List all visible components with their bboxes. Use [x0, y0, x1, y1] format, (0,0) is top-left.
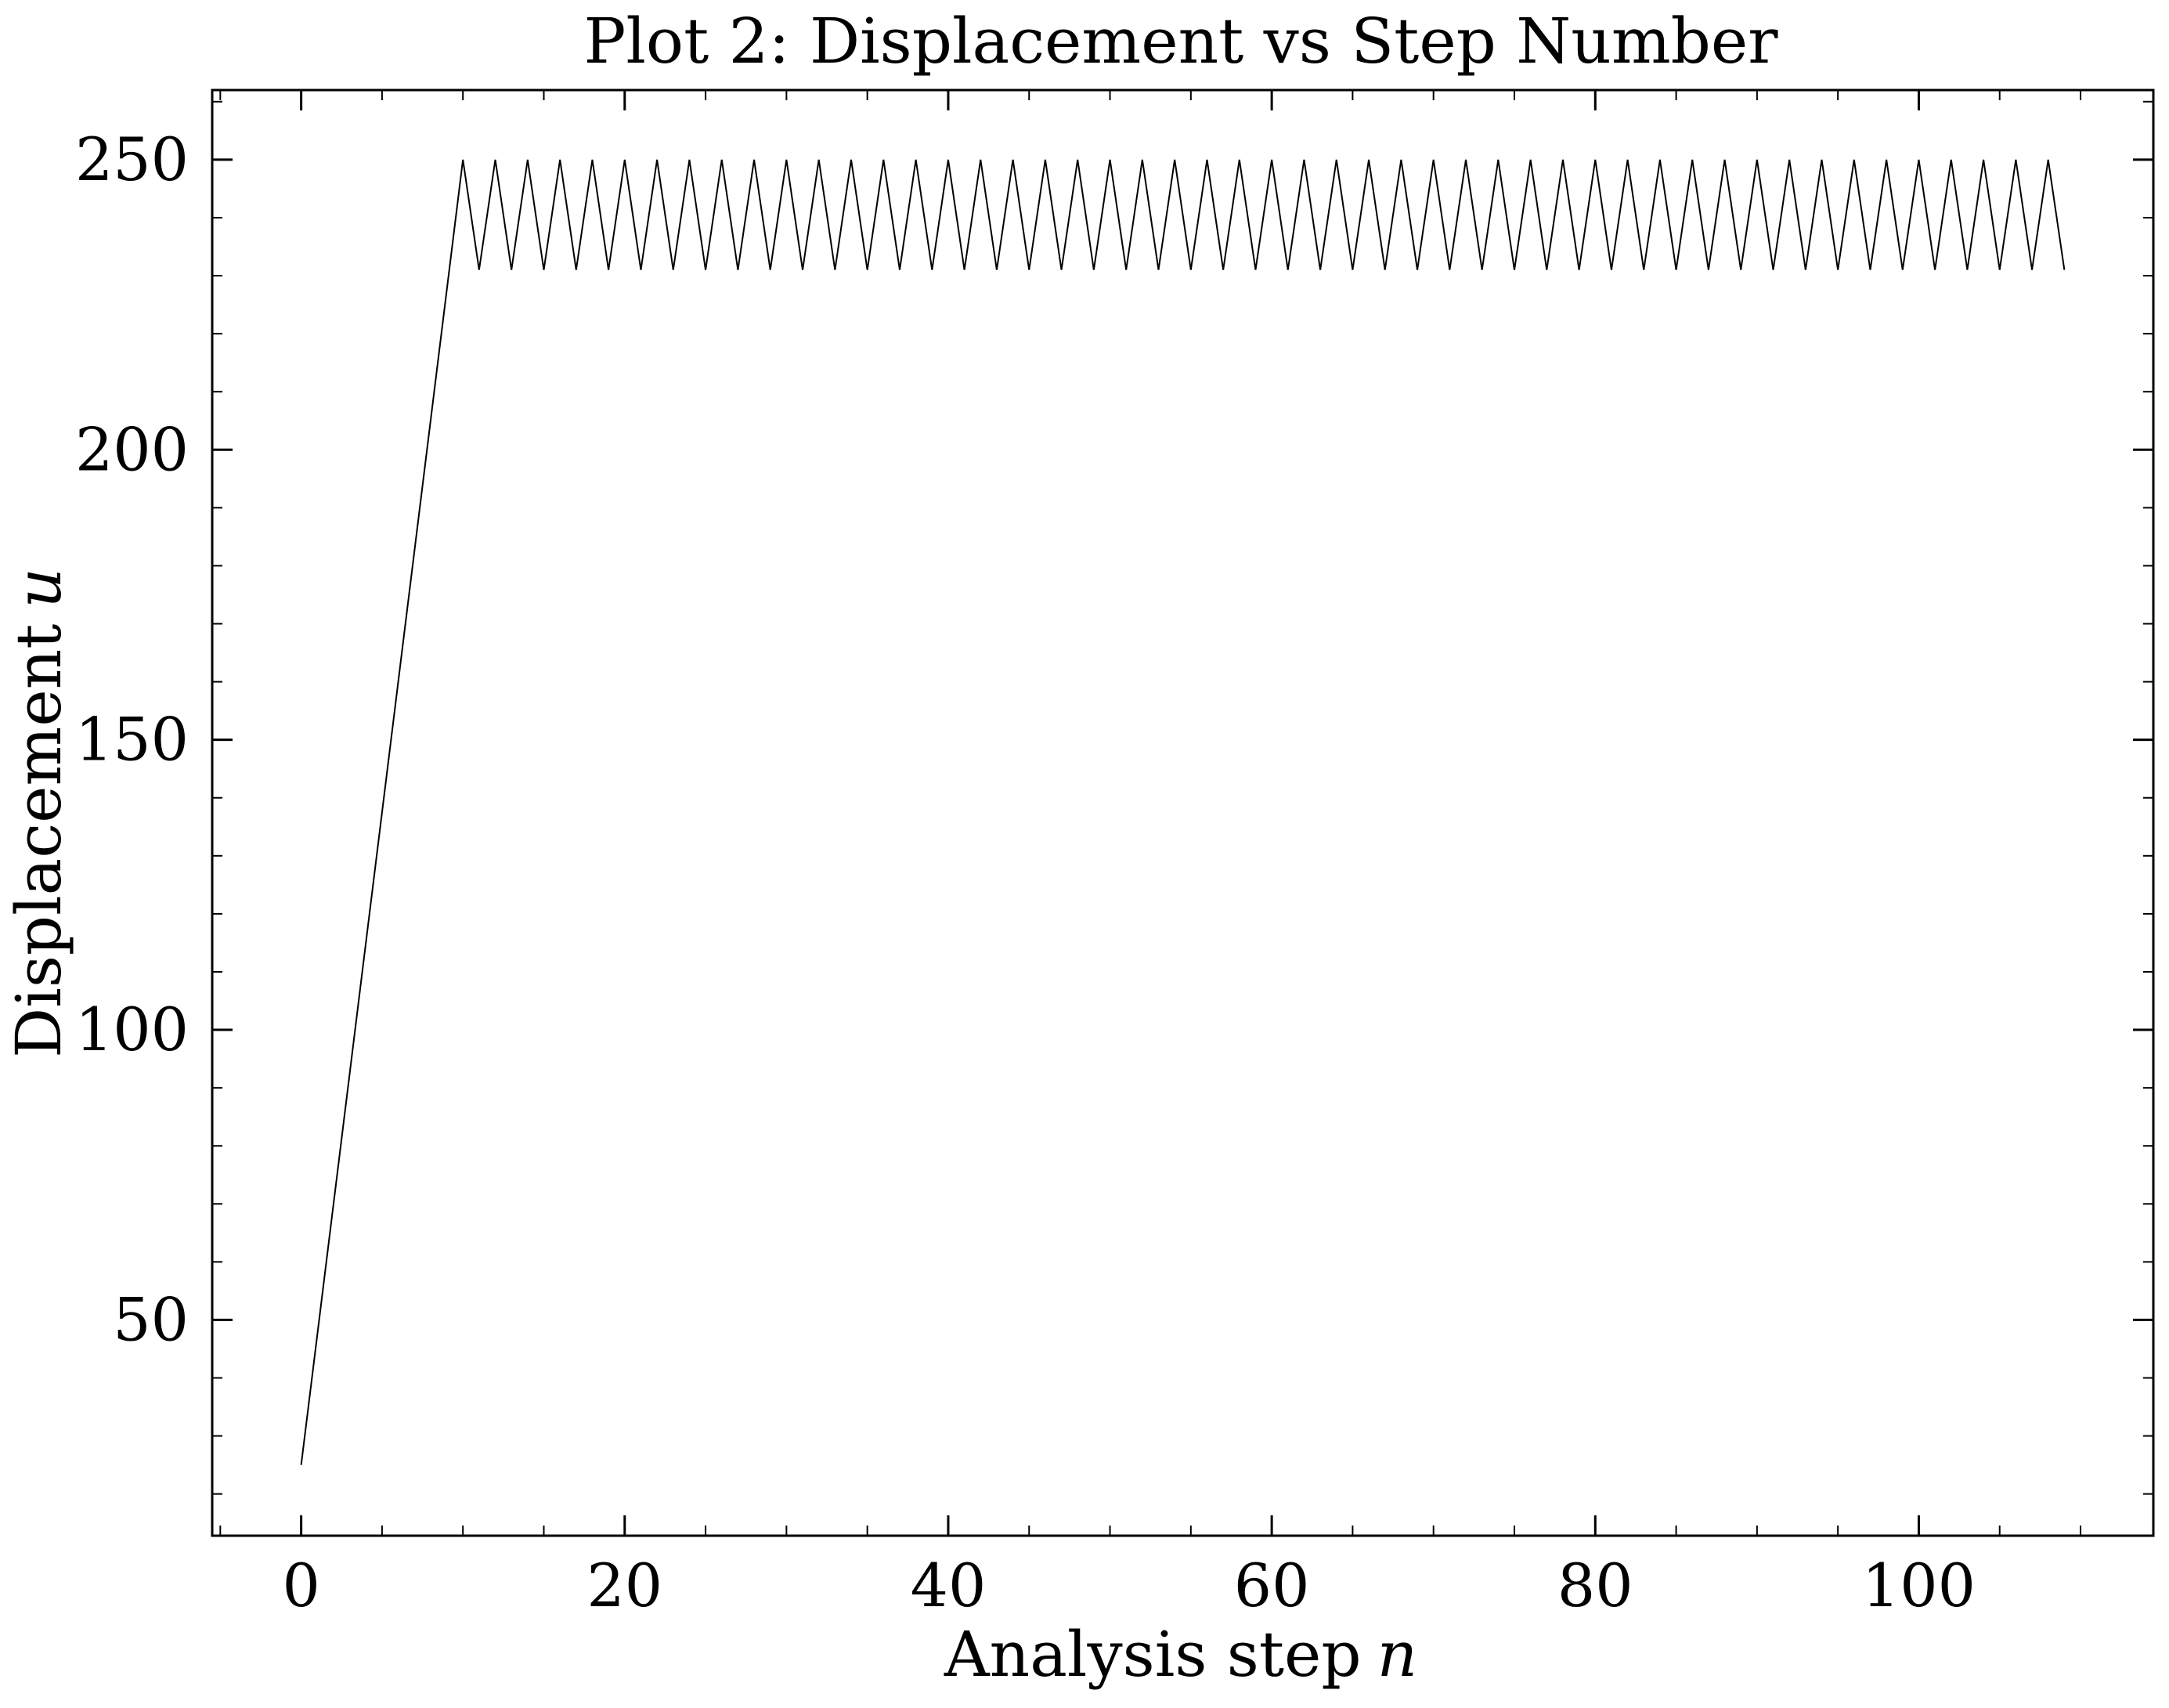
- y-tick-label: 250: [75, 125, 189, 194]
- chart-title: Plot 2: Displacement vs Step Number: [584, 5, 1779, 78]
- series-group: [300, 159, 2066, 1465]
- y-axis: 50 100 150 200 250: [75, 100, 2153, 1495]
- y-axis-label-text: Displacement: [2, 624, 75, 1058]
- x-axis-label-var: n: [1377, 1618, 1418, 1691]
- x-axis-label-text: Analysis step: [944, 1618, 1362, 1691]
- y-axis-label-var: u: [2, 568, 75, 608]
- x-axis-label: Analysis step n: [944, 1618, 1417, 1691]
- x-axis: 0 20 40 60 80 100: [219, 90, 2082, 1620]
- x-tick-label: 100: [1862, 1551, 1976, 1620]
- y-tick-label: 200: [75, 414, 189, 484]
- x-tick-label: 60: [1234, 1551, 1310, 1620]
- y-tick-label: 100: [75, 995, 189, 1064]
- x-tick-label: 20: [586, 1551, 662, 1620]
- plot-frame: [211, 88, 2155, 1537]
- series-line: [300, 159, 2066, 1465]
- y-tick-label: 150: [75, 705, 189, 775]
- y-axis-label: Displacement u: [2, 568, 75, 1058]
- x-tick-label: 40: [911, 1551, 987, 1620]
- x-tick-label: 0: [282, 1551, 319, 1620]
- y-tick-label: 50: [113, 1284, 189, 1354]
- x-tick-label: 80: [1557, 1551, 1633, 1620]
